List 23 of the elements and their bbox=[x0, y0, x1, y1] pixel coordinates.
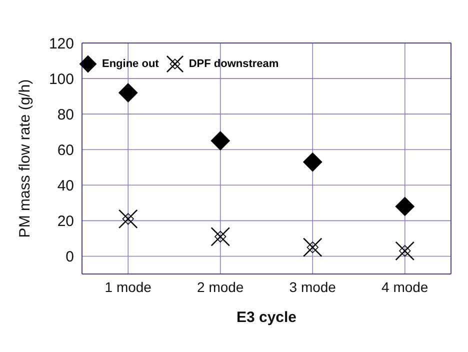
y-axis-title: PM mass flow rate (g/h) bbox=[16, 79, 34, 238]
point bbox=[210, 131, 230, 150]
point bbox=[303, 152, 322, 172]
x-tick-label: 1 mode bbox=[104, 278, 152, 295]
y-tick-label: 60 bbox=[57, 142, 74, 159]
legend-label: Engine out bbox=[102, 58, 159, 70]
point bbox=[210, 227, 230, 246]
y-tick-label: 20 bbox=[57, 213, 74, 230]
x-axis-title: E3 cycle bbox=[236, 309, 297, 326]
x-tick-label: 3 mode bbox=[289, 278, 336, 295]
y-tick-label: 80 bbox=[57, 106, 74, 124]
point bbox=[395, 241, 415, 261]
point bbox=[395, 196, 414, 216]
point bbox=[302, 238, 322, 257]
y-tick-label: 0 bbox=[66, 248, 74, 266]
y-tick-label: 40 bbox=[57, 177, 74, 194]
x-tick-label: 2 mode bbox=[197, 278, 244, 295]
y-tick-label: 100 bbox=[48, 70, 74, 88]
x-tick-label: 4 mode bbox=[382, 278, 428, 295]
y-tick-label: 120 bbox=[48, 35, 74, 52]
point bbox=[118, 83, 138, 102]
point bbox=[118, 209, 138, 229]
legend-label: DPF downstream bbox=[188, 58, 279, 70]
